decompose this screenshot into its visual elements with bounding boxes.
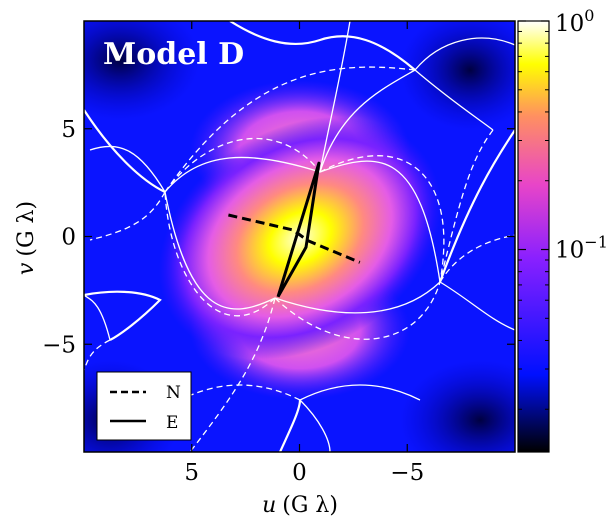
series-n-line: [228, 213, 361, 264]
x-tick-labels: 5 0 −5: [184, 460, 424, 486]
y-tick-label: 0: [61, 225, 76, 251]
legend: N E: [96, 371, 192, 441]
x-axis-var: u: [262, 493, 276, 518]
y-tick-labels: 5 0 −5: [42, 117, 76, 359]
contour-lines: [84, 21, 515, 452]
y-axis-var: v: [14, 262, 39, 275]
colorbar-ticks: 100 10−1: [518, 6, 608, 410]
x-tick-label: −5: [390, 460, 424, 486]
legend-box: [96, 371, 192, 441]
contour-boundary: [84, 21, 515, 452]
y-axis-label: v (G λ): [14, 201, 39, 275]
y-tick-label: −5: [42, 332, 76, 358]
legend-label-e: E: [166, 413, 178, 433]
x-tick-marks: [191, 21, 408, 452]
x-axis-label: u (G λ): [262, 493, 338, 518]
series-e-line: [276, 161, 321, 298]
colorbar-tick-label: 10−1: [555, 233, 608, 264]
legend-label-n: N: [166, 383, 181, 403]
y-axis-unit: (G λ): [14, 201, 39, 257]
colorbar: [517, 20, 550, 453]
y-tick-label: 5: [61, 117, 76, 143]
x-tick-label: 5: [184, 460, 199, 486]
y-tick-marks: [84, 128, 515, 345]
x-axis-unit: (G λ): [282, 493, 338, 518]
colorbar-tick-label: 100: [555, 6, 594, 37]
chart-title: Model D: [103, 37, 244, 72]
series-layer: [228, 161, 361, 298]
x-tick-label: 0: [292, 460, 307, 486]
